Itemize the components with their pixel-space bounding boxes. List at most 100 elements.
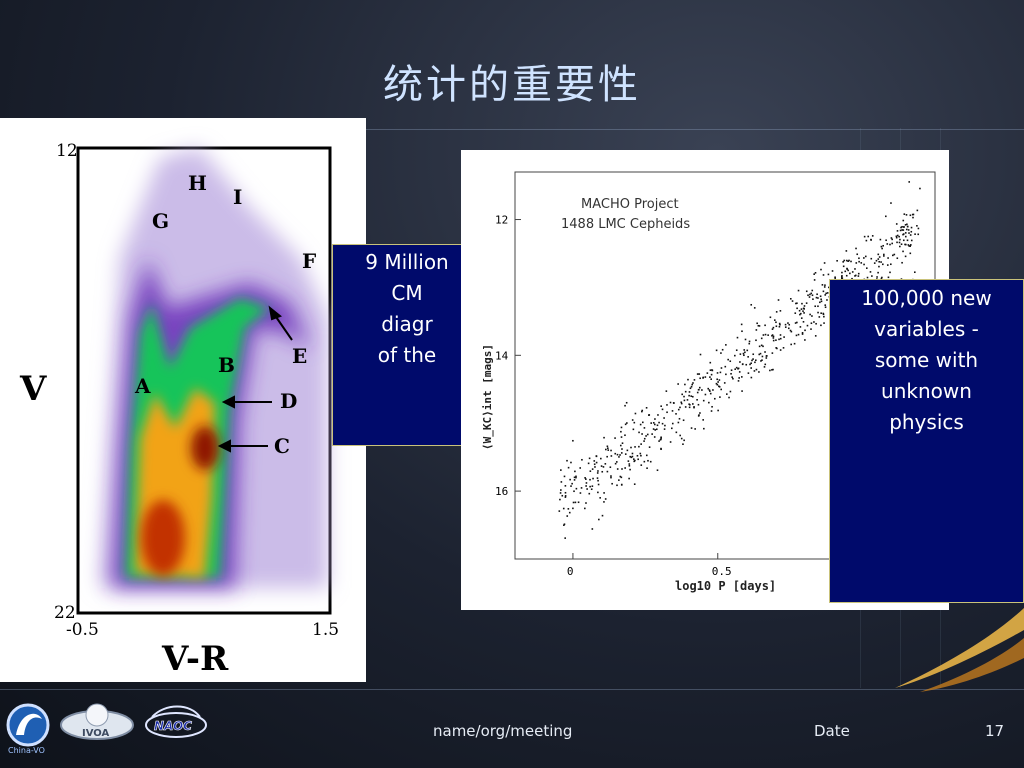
macho-point xyxy=(772,368,774,371)
macho-point xyxy=(799,313,801,316)
macho-point xyxy=(629,455,632,458)
macho-point xyxy=(775,311,778,313)
macho-point xyxy=(594,466,596,468)
macho-point xyxy=(693,379,696,381)
macho-point xyxy=(779,337,782,340)
macho-point xyxy=(711,369,713,371)
macho-point xyxy=(824,294,827,296)
macho-point xyxy=(820,312,822,315)
macho-point xyxy=(904,235,907,238)
macho-point xyxy=(755,368,758,371)
macho-point xyxy=(569,478,571,481)
macho-point xyxy=(660,438,662,441)
macho-point xyxy=(639,452,642,455)
macho-point xyxy=(822,312,825,315)
macho-point xyxy=(560,489,562,491)
macho-point xyxy=(563,475,566,478)
macho-point xyxy=(815,322,817,325)
macho-point xyxy=(691,395,694,398)
macho-point xyxy=(741,376,743,378)
macho-point xyxy=(615,461,618,463)
macho-point xyxy=(633,421,636,424)
ivoa-logo: IVOA xyxy=(60,703,134,740)
macho-point xyxy=(640,454,642,457)
macho-point xyxy=(571,482,573,485)
macho-point xyxy=(738,371,741,373)
macho-point xyxy=(689,403,691,406)
macho-point xyxy=(820,268,822,271)
macho-point xyxy=(800,308,803,310)
macho-point xyxy=(669,401,672,404)
macho-point xyxy=(841,275,843,277)
macho-point xyxy=(782,347,785,349)
macho-point xyxy=(558,510,561,512)
macho-point xyxy=(559,492,562,494)
macho-point xyxy=(757,324,760,327)
macho-point xyxy=(683,395,685,398)
macho-point xyxy=(641,421,644,424)
macho-point xyxy=(651,433,653,435)
macho-point xyxy=(778,325,781,328)
macho-point xyxy=(765,357,768,359)
macho-point xyxy=(618,479,620,481)
macho-point xyxy=(731,376,733,378)
macho-point xyxy=(628,464,631,467)
macho-point xyxy=(684,390,687,393)
macho-point xyxy=(865,239,868,242)
macho-point xyxy=(760,360,762,362)
macho-point xyxy=(887,276,890,279)
macho-point xyxy=(755,359,757,362)
macho-point xyxy=(754,361,756,364)
macho-point xyxy=(890,202,892,204)
macho-point xyxy=(772,337,775,339)
macho-point xyxy=(889,271,891,274)
macho-point xyxy=(605,448,607,451)
macho-point xyxy=(597,470,599,472)
macho-point xyxy=(730,372,732,375)
macho-point xyxy=(791,300,794,302)
macho-point xyxy=(610,455,613,457)
macho-y-tick-label: 14 xyxy=(495,349,509,362)
macho-point xyxy=(660,405,662,407)
macho-point xyxy=(675,413,677,415)
macho-point xyxy=(869,271,872,273)
macho-point xyxy=(689,387,692,390)
macho-point xyxy=(880,261,882,263)
macho-point xyxy=(796,321,798,324)
macho-point xyxy=(692,382,694,384)
left-caption-line: CM xyxy=(391,281,423,305)
china-vo-logo: China-VO xyxy=(6,703,50,755)
macho-point xyxy=(879,238,882,241)
macho-point xyxy=(629,468,631,471)
cmd-y-tick-top: 12 xyxy=(56,141,78,161)
macho-point xyxy=(809,313,811,316)
macho-point xyxy=(690,395,692,397)
macho-point xyxy=(706,372,709,374)
cmd-label-i: I xyxy=(233,185,242,209)
macho-point xyxy=(575,476,577,479)
macho-point xyxy=(690,385,693,388)
macho-point xyxy=(737,367,740,370)
macho-point xyxy=(666,411,668,414)
macho-point xyxy=(823,322,825,324)
macho-point xyxy=(664,424,666,427)
macho-point xyxy=(775,325,778,328)
macho-point xyxy=(817,297,819,299)
macho-point xyxy=(631,455,634,458)
macho-point xyxy=(863,257,865,259)
macho-point xyxy=(771,369,773,371)
macho-point xyxy=(585,482,588,484)
macho-point xyxy=(889,243,891,246)
macho-point xyxy=(699,412,701,414)
macho-point xyxy=(775,321,777,324)
macho-point xyxy=(579,492,582,494)
macho-point xyxy=(718,386,721,388)
macho-point xyxy=(647,459,649,462)
macho-point xyxy=(621,448,623,450)
footer-logos: China-VO IVOA NAOC xyxy=(6,703,207,755)
macho-point xyxy=(603,501,605,503)
macho-point xyxy=(718,379,721,381)
macho-point xyxy=(811,294,814,297)
macho-point xyxy=(724,365,727,368)
macho-point xyxy=(824,304,827,306)
